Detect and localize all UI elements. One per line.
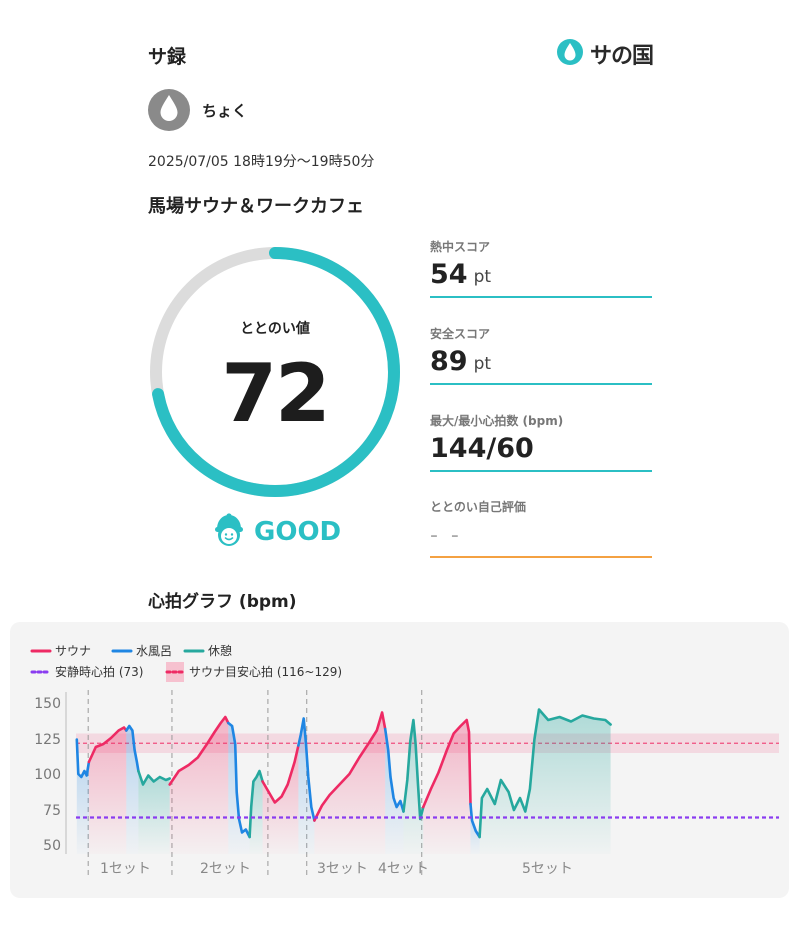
rest-line-4	[137, 769, 171, 786]
rest-line-7	[248, 769, 264, 839]
y-tick-75: 75	[43, 803, 61, 819]
self-rating-value[interactable]: - -	[430, 523, 462, 548]
sauna-line-10	[313, 711, 387, 822]
y-tick-100: 100	[34, 767, 61, 783]
set-label-3: 3セット	[317, 861, 368, 877]
y-tick-50: 50	[43, 838, 61, 854]
heart-rate-range: 最大/最小心拍数 (bpm) 144/60	[430, 412, 652, 472]
heat-score-label: 熱中スコア	[430, 240, 491, 254]
safety-score-unit: pt	[473, 354, 492, 374]
self-rating-label: ととのい自己評価	[430, 500, 526, 514]
user-name: ちょく	[202, 101, 248, 120]
sauna-area-10	[314, 712, 386, 854]
rest-area-12	[403, 720, 424, 854]
self-rating[interactable]: ととのい自己評価 - -	[430, 498, 652, 558]
sauna-line-5	[168, 715, 230, 786]
legend-rest: 休憩	[208, 643, 232, 658]
sauna-area-2	[88, 727, 127, 854]
heat-score: 熱中スコア 54 pt	[430, 238, 652, 298]
cold-bath-area-1	[76, 739, 89, 854]
heat-score-value: 54	[430, 259, 468, 290]
cold-bath-line-9	[297, 717, 316, 822]
cold-bath-area-6	[228, 723, 250, 854]
cold-bath-line-3	[125, 724, 140, 773]
set-label-4: 4セット	[378, 861, 429, 877]
sauna-line-8	[261, 744, 300, 804]
cold-bath-line-6	[227, 721, 251, 839]
rest-area-4	[138, 771, 170, 854]
sauna-area-5	[169, 717, 229, 854]
sauna-line-13	[421, 718, 472, 809]
water-drop-icon	[158, 94, 180, 126]
cold-bath-area-9	[298, 718, 315, 854]
safety-score-label: 安全スコア	[430, 327, 491, 341]
cold-bath-line-1	[75, 738, 91, 779]
gauge-value: 72	[221, 347, 330, 440]
brand-logo: サの国	[556, 38, 654, 70]
cold-bath-area-11	[385, 729, 404, 854]
set-label-2: 2セット	[200, 861, 251, 877]
session-datetime: 2025/07/05 18時19分～19時50分	[148, 154, 375, 170]
heart-rate-range-label: 最大/最小心拍数 (bpm)	[430, 414, 564, 428]
water-drop-icon	[556, 38, 584, 70]
cold-bath-line-14	[469, 802, 481, 839]
rest-line-15	[478, 708, 612, 839]
heat-score-unit: pt	[473, 267, 492, 287]
sauna-area-8	[262, 745, 299, 854]
y-tick-125: 125	[34, 732, 61, 748]
facility-name: 馬場サウナ＆ワークカフェ	[148, 196, 364, 217]
y-tick-150: 150	[34, 696, 61, 712]
set-label-5: 5セット	[522, 861, 573, 877]
safety-score-value: 89	[430, 346, 468, 377]
rest-line-12	[402, 718, 425, 821]
legend-sauna: サウナ	[55, 644, 91, 658]
cold-bath-line-11	[383, 727, 405, 813]
brand-name: サの国	[590, 44, 654, 69]
legend-sauna-target: サウナ目安心拍 (116~129)	[189, 664, 342, 679]
rating-text: GOOD	[254, 517, 342, 547]
sauna-line-2	[87, 726, 128, 764]
legend-resting-hr: 安静時心拍 (73)	[55, 664, 143, 679]
sauna-area-13	[423, 720, 471, 854]
heart-rate-range-value: 144/60	[430, 433, 534, 464]
rating-badge: GOOD	[212, 512, 341, 552]
graph-title: 心拍グラフ (bpm)	[148, 592, 297, 612]
avatar[interactable]	[148, 89, 190, 131]
set-label-1: 1セット	[100, 861, 151, 877]
heart-rate-graph-card: サウナ 水風呂 休憩 安静時心拍 (73) サウナ目安心拍 (116~129) …	[10, 622, 789, 898]
totonoi-gauge	[150, 247, 400, 497]
chart-legend: サウナ 水風呂 休憩 安静時心拍 (73) サウナ目安心拍 (116~129)	[30, 643, 342, 682]
app-title: サ録	[148, 46, 187, 68]
heart-rate-chart: サウナ 水風呂 休憩 安静時心拍 (73) サウナ目安心拍 (116~129) …	[30, 643, 779, 878]
gauge-label: ととのい値	[240, 321, 310, 337]
safety-score: 安全スコア 89 pt	[430, 325, 652, 385]
smiling-face-cap-icon	[212, 512, 246, 552]
legend-cold-bath: 水風呂	[136, 644, 172, 658]
gauge-progress-arc	[150, 247, 400, 497]
user-profile[interactable]: ちょく	[148, 89, 247, 131]
